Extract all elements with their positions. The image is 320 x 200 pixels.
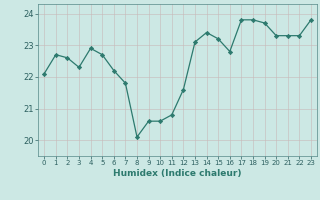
X-axis label: Humidex (Indice chaleur): Humidex (Indice chaleur) (113, 169, 242, 178)
